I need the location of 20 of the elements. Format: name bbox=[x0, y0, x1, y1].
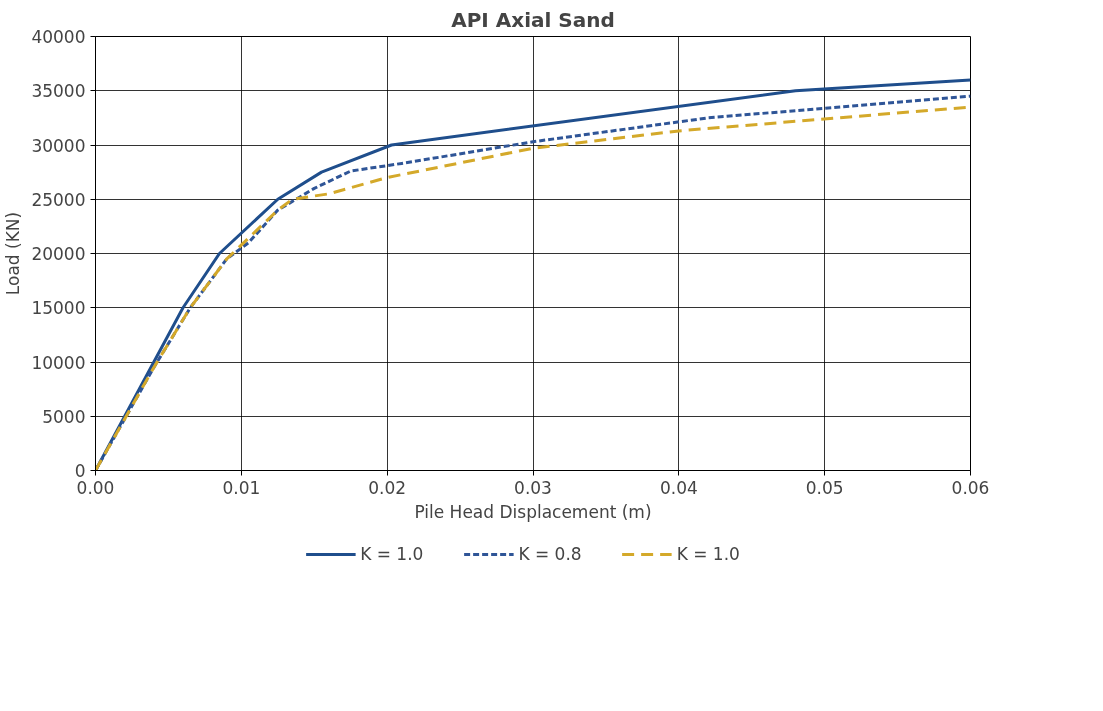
x-tick-label: 0.05 bbox=[805, 477, 844, 498]
x-tick-label: 0.02 bbox=[368, 477, 407, 498]
x-tick-label: 0.03 bbox=[514, 477, 552, 498]
legend-label: K = 1.0 bbox=[360, 544, 424, 564]
y-tick-label: 35000 bbox=[31, 81, 86, 102]
y-tick-label: 20000 bbox=[31, 244, 86, 264]
x-tick-label: 0.01 bbox=[222, 477, 261, 498]
legend-label: K = 1.0 bbox=[676, 544, 740, 564]
y-axis-title: Load (KN) bbox=[3, 211, 24, 296]
chart-title: API Axial Sand bbox=[451, 7, 615, 32]
y-tick-label: 40000 bbox=[31, 27, 86, 47]
legend-label: K = 0.8 bbox=[518, 544, 582, 564]
x-tick-label: 0.06 bbox=[951, 477, 990, 498]
y-tick-label: 25000 bbox=[31, 189, 86, 210]
y-tick-label: 5000 bbox=[42, 406, 86, 427]
x-tick-label: 0.04 bbox=[659, 477, 698, 498]
y-tick-label: 15000 bbox=[31, 298, 86, 319]
y-tick-label: 30000 bbox=[31, 135, 86, 156]
x-axis-title: Pile Head Displacement (m) bbox=[414, 501, 652, 522]
y-tick-label: 10000 bbox=[31, 352, 86, 373]
